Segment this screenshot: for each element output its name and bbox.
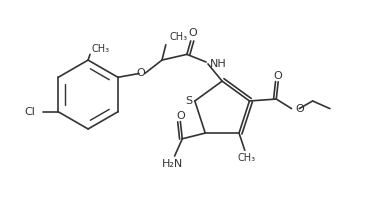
Text: O: O xyxy=(188,28,197,38)
Text: CH₃: CH₃ xyxy=(170,32,188,42)
Text: O: O xyxy=(274,71,283,81)
Text: S: S xyxy=(185,96,193,106)
Text: CH₃: CH₃ xyxy=(92,44,110,54)
Text: CH₃: CH₃ xyxy=(237,153,256,163)
Text: H₂N: H₂N xyxy=(162,159,183,169)
Text: NH: NH xyxy=(210,59,227,69)
Text: Cl: Cl xyxy=(25,107,35,117)
Text: O: O xyxy=(137,69,145,79)
Text: O: O xyxy=(295,104,304,114)
Text: O: O xyxy=(176,111,185,121)
